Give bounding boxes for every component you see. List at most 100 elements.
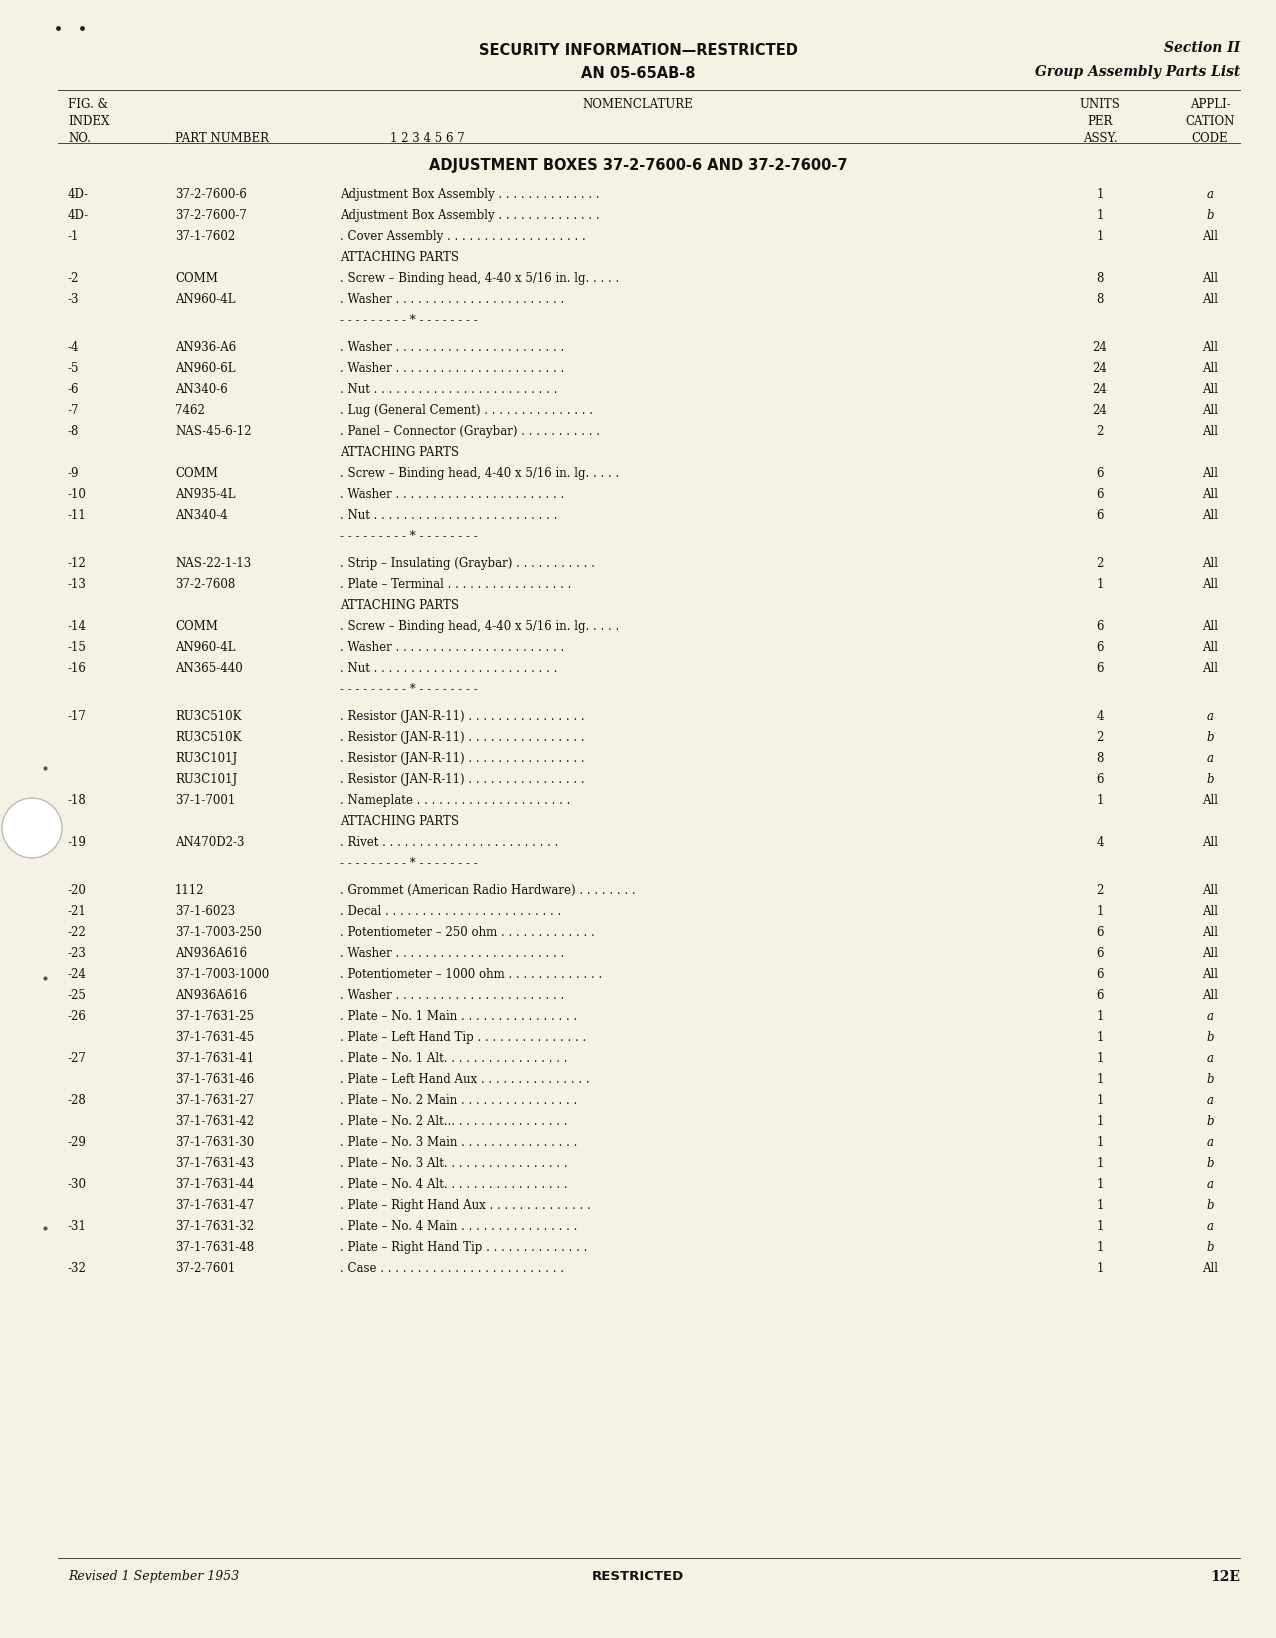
Text: Adjustment Box Assembly . . . . . . . . . . . . . .: Adjustment Box Assembly . . . . . . . . … (339, 188, 600, 201)
Text: 1: 1 (1096, 229, 1104, 242)
Text: . Plate – No. 3 Alt. . . . . . . . . . . . . . . . .: . Plate – No. 3 Alt. . . . . . . . . . .… (339, 1156, 568, 1170)
Text: -6: -6 (68, 383, 79, 396)
Text: COMM: COMM (175, 621, 218, 632)
Text: 4D-: 4D- (68, 210, 89, 223)
Text: . Washer . . . . . . . . . . . . . . . . . . . . . . .: . Washer . . . . . . . . . . . . . . . .… (339, 488, 564, 501)
Text: -19: -19 (68, 835, 87, 848)
Text: All: All (1202, 293, 1219, 306)
Text: . Plate – No. 2 Alt... . . . . . . . . . . . . . . .: . Plate – No. 2 Alt... . . . . . . . . .… (339, 1115, 568, 1129)
Text: CATION: CATION (1185, 115, 1235, 128)
Text: 37-1-7631-47: 37-1-7631-47 (175, 1199, 254, 1212)
Text: a: a (1207, 709, 1213, 722)
Text: All: All (1202, 968, 1219, 981)
Text: NOMENCLATURE: NOMENCLATURE (583, 98, 693, 111)
Text: 2: 2 (1096, 424, 1104, 437)
Text: All: All (1202, 835, 1219, 848)
Text: . Plate – No. 2 Main . . . . . . . . . . . . . . . .: . Plate – No. 2 Main . . . . . . . . . .… (339, 1094, 577, 1107)
Text: All: All (1202, 383, 1219, 396)
Text: 37-1-7631-48: 37-1-7631-48 (175, 1242, 254, 1255)
Text: . Lug (General Cement) . . . . . . . . . . . . . . .: . Lug (General Cement) . . . . . . . . .… (339, 405, 593, 418)
Text: AN960-4L: AN960-4L (175, 640, 236, 654)
Text: 2: 2 (1096, 557, 1104, 570)
Text: b: b (1206, 1030, 1213, 1043)
Text: 1: 1 (1096, 578, 1104, 591)
Text: b: b (1206, 1115, 1213, 1129)
Text: 37-1-7631-32: 37-1-7631-32 (175, 1220, 254, 1233)
Circle shape (3, 798, 63, 858)
Text: 37-1-7631-27: 37-1-7631-27 (175, 1094, 254, 1107)
Text: 24: 24 (1092, 383, 1108, 396)
Text: . Washer . . . . . . . . . . . . . . . . . . . . . . .: . Washer . . . . . . . . . . . . . . . .… (339, 640, 564, 654)
Text: UNITS: UNITS (1079, 98, 1120, 111)
Text: -3: -3 (68, 293, 79, 306)
Text: 37-1-7003-1000: 37-1-7003-1000 (175, 968, 269, 981)
Text: . Screw – Binding head, 4-40 x 5/16 in. lg. . . . .: . Screw – Binding head, 4-40 x 5/16 in. … (339, 621, 619, 632)
Text: AN 05-65AB-8: AN 05-65AB-8 (581, 66, 695, 80)
Text: 7462: 7462 (175, 405, 205, 418)
Text: 1: 1 (1096, 1199, 1104, 1212)
Text: -12: -12 (68, 557, 87, 570)
Text: . Decal . . . . . . . . . . . . . . . . . . . . . . . .: . Decal . . . . . . . . . . . . . . . . … (339, 906, 561, 917)
Text: b: b (1206, 731, 1213, 744)
Text: 1: 1 (1096, 1030, 1104, 1043)
Text: 37-1-7631-46: 37-1-7631-46 (175, 1073, 254, 1086)
Text: - - - - - - - - - * - - - - - - - -: - - - - - - - - - * - - - - - - - - (339, 857, 477, 870)
Text: 6: 6 (1096, 509, 1104, 523)
Text: All: All (1202, 229, 1219, 242)
Text: . Case . . . . . . . . . . . . . . . . . . . . . . . . .: . Case . . . . . . . . . . . . . . . . .… (339, 1261, 564, 1274)
Text: NAS-45-6-12: NAS-45-6-12 (175, 424, 251, 437)
Text: . Potentiometer – 250 ohm . . . . . . . . . . . . .: . Potentiometer – 250 ohm . . . . . . . … (339, 925, 595, 939)
Text: -15: -15 (68, 640, 87, 654)
Text: Revised 1 September 1953: Revised 1 September 1953 (68, 1569, 240, 1582)
Text: . Plate – No. 4 Main . . . . . . . . . . . . . . . .: . Plate – No. 4 Main . . . . . . . . . .… (339, 1220, 577, 1233)
Text: -30: -30 (68, 1178, 87, 1191)
Text: RU3C510K: RU3C510K (175, 709, 241, 722)
Text: NO.: NO. (68, 133, 91, 146)
Text: 12E: 12E (1210, 1569, 1240, 1584)
Text: All: All (1202, 488, 1219, 501)
Text: . Plate – No. 4 Alt. . . . . . . . . . . . . . . . .: . Plate – No. 4 Alt. . . . . . . . . . .… (339, 1178, 568, 1191)
Text: 1: 1 (1096, 1052, 1104, 1065)
Text: . Plate – No. 1 Main . . . . . . . . . . . . . . . .: . Plate – No. 1 Main . . . . . . . . . .… (339, 1011, 577, 1024)
Text: RU3C101J: RU3C101J (175, 752, 237, 765)
Text: -20: -20 (68, 885, 87, 898)
Text: . Plate – No. 3 Main . . . . . . . . . . . . . . . .: . Plate – No. 3 Main . . . . . . . . . .… (339, 1137, 577, 1148)
Text: AN936-A6: AN936-A6 (175, 341, 236, 354)
Text: 2: 2 (1096, 731, 1104, 744)
Text: . Nameplate . . . . . . . . . . . . . . . . . . . . .: . Nameplate . . . . . . . . . . . . . . … (339, 794, 570, 808)
Text: 1: 1 (1096, 906, 1104, 917)
Text: a: a (1207, 1052, 1213, 1065)
Text: All: All (1202, 578, 1219, 591)
Text: 6: 6 (1096, 989, 1104, 1002)
Text: AN936A616: AN936A616 (175, 989, 248, 1002)
Text: AN470D2-3: AN470D2-3 (175, 835, 245, 848)
Text: Adjustment Box Assembly . . . . . . . . . . . . . .: Adjustment Box Assembly . . . . . . . . … (339, 210, 600, 223)
Text: . Rivet . . . . . . . . . . . . . . . . . . . . . . . .: . Rivet . . . . . . . . . . . . . . . . … (339, 835, 559, 848)
Text: -31: -31 (68, 1220, 87, 1233)
Text: 37-1-7631-30: 37-1-7631-30 (175, 1137, 254, 1148)
Text: . Plate – No. 1 Alt. . . . . . . . . . . . . . . . .: . Plate – No. 1 Alt. . . . . . . . . . .… (339, 1052, 568, 1065)
Text: 24: 24 (1092, 341, 1108, 354)
Text: 4D-: 4D- (68, 188, 89, 201)
Text: -1: -1 (68, 229, 79, 242)
Text: Group Assembly Parts List: Group Assembly Parts List (1035, 66, 1240, 79)
Text: AN340-6: AN340-6 (175, 383, 227, 396)
Text: ASSY.: ASSY. (1083, 133, 1118, 146)
Text: - - - - - - - - - * - - - - - - - -: - - - - - - - - - * - - - - - - - - (339, 314, 477, 328)
Text: COMM: COMM (175, 467, 218, 480)
Text: All: All (1202, 947, 1219, 960)
Text: . Plate – Left Hand Aux . . . . . . . . . . . . . . .: . Plate – Left Hand Aux . . . . . . . . … (339, 1073, 590, 1086)
Text: 6: 6 (1096, 488, 1104, 501)
Text: AN365-440: AN365-440 (175, 662, 242, 675)
Text: 37-1-7631-25: 37-1-7631-25 (175, 1011, 254, 1024)
Text: b: b (1206, 1073, 1213, 1086)
Text: -27: -27 (68, 1052, 87, 1065)
Text: RU3C510K: RU3C510K (175, 731, 241, 744)
Text: . Nut . . . . . . . . . . . . . . . . . . . . . . . . .: . Nut . . . . . . . . . . . . . . . . . … (339, 662, 558, 675)
Text: 1 2 3 4 5 6 7: 1 2 3 4 5 6 7 (390, 133, 464, 146)
Text: ATTACHING PARTS: ATTACHING PARTS (339, 446, 459, 459)
Text: 1: 1 (1096, 1094, 1104, 1107)
Text: AN960-4L: AN960-4L (175, 293, 236, 306)
Text: . Washer . . . . . . . . . . . . . . . . . . . . . . .: . Washer . . . . . . . . . . . . . . . .… (339, 362, 564, 375)
Text: 6: 6 (1096, 662, 1104, 675)
